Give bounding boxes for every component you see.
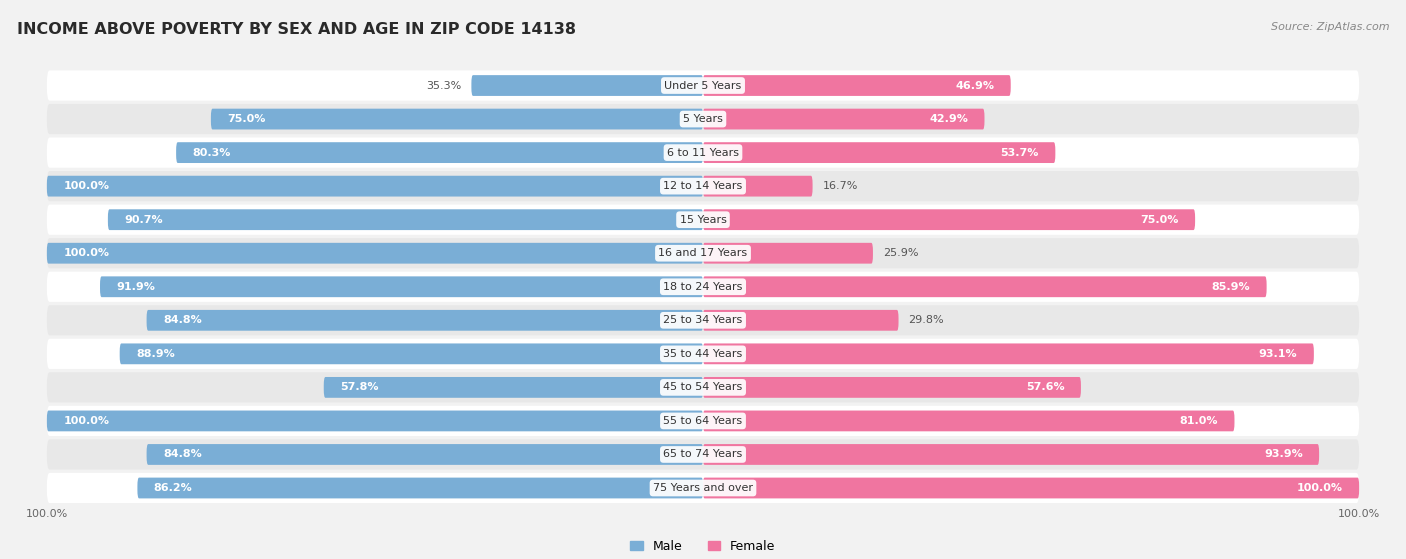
Text: 18 to 24 Years: 18 to 24 Years	[664, 282, 742, 292]
Text: 57.6%: 57.6%	[1026, 382, 1064, 392]
Text: 12 to 14 Years: 12 to 14 Years	[664, 181, 742, 191]
Text: 93.1%: 93.1%	[1258, 349, 1298, 359]
FancyBboxPatch shape	[46, 305, 1360, 335]
Text: 55 to 64 Years: 55 to 64 Years	[664, 416, 742, 426]
FancyBboxPatch shape	[211, 108, 703, 130]
FancyBboxPatch shape	[46, 439, 1360, 470]
Text: Under 5 Years: Under 5 Years	[665, 80, 741, 91]
FancyBboxPatch shape	[471, 75, 703, 96]
FancyBboxPatch shape	[703, 176, 813, 197]
Text: 29.8%: 29.8%	[908, 315, 943, 325]
FancyBboxPatch shape	[46, 406, 1360, 436]
Text: 90.7%: 90.7%	[124, 215, 163, 225]
FancyBboxPatch shape	[703, 343, 1313, 364]
Text: INCOME ABOVE POVERTY BY SEX AND AGE IN ZIP CODE 14138: INCOME ABOVE POVERTY BY SEX AND AGE IN Z…	[17, 22, 576, 37]
FancyBboxPatch shape	[46, 138, 1360, 168]
FancyBboxPatch shape	[703, 75, 1011, 96]
FancyBboxPatch shape	[46, 176, 703, 197]
Text: 25 to 34 Years: 25 to 34 Years	[664, 315, 742, 325]
FancyBboxPatch shape	[703, 209, 1195, 230]
FancyBboxPatch shape	[108, 209, 703, 230]
Text: 100.0%: 100.0%	[63, 181, 110, 191]
Text: 57.8%: 57.8%	[340, 382, 378, 392]
FancyBboxPatch shape	[138, 477, 703, 499]
Text: 15 Years: 15 Years	[679, 215, 727, 225]
Text: 75.0%: 75.0%	[1140, 215, 1178, 225]
FancyBboxPatch shape	[703, 410, 1234, 432]
Text: 100.0%: 100.0%	[63, 248, 110, 258]
FancyBboxPatch shape	[46, 243, 703, 264]
Text: 53.7%: 53.7%	[1001, 148, 1039, 158]
Text: 85.9%: 85.9%	[1212, 282, 1250, 292]
Text: 35 to 44 Years: 35 to 44 Years	[664, 349, 742, 359]
Text: 65 to 74 Years: 65 to 74 Years	[664, 449, 742, 459]
FancyBboxPatch shape	[46, 205, 1360, 235]
FancyBboxPatch shape	[46, 473, 1360, 503]
FancyBboxPatch shape	[46, 339, 1360, 369]
Text: 91.9%: 91.9%	[117, 282, 155, 292]
FancyBboxPatch shape	[46, 372, 1360, 402]
FancyBboxPatch shape	[703, 142, 1056, 163]
FancyBboxPatch shape	[703, 243, 873, 264]
FancyBboxPatch shape	[46, 272, 1360, 302]
Text: 75.0%: 75.0%	[228, 114, 266, 124]
Text: 75 Years and over: 75 Years and over	[652, 483, 754, 493]
Legend: Male, Female: Male, Female	[626, 535, 780, 558]
Text: 84.8%: 84.8%	[163, 449, 201, 459]
Text: 93.9%: 93.9%	[1264, 449, 1303, 459]
FancyBboxPatch shape	[120, 343, 703, 364]
FancyBboxPatch shape	[703, 477, 1360, 499]
FancyBboxPatch shape	[176, 142, 703, 163]
Text: 6 to 11 Years: 6 to 11 Years	[666, 148, 740, 158]
FancyBboxPatch shape	[46, 70, 1360, 101]
FancyBboxPatch shape	[146, 310, 703, 331]
Text: 5 Years: 5 Years	[683, 114, 723, 124]
FancyBboxPatch shape	[323, 377, 703, 398]
Text: 25.9%: 25.9%	[883, 248, 918, 258]
FancyBboxPatch shape	[46, 171, 1360, 201]
Text: 84.8%: 84.8%	[163, 315, 201, 325]
Text: 80.3%: 80.3%	[193, 148, 231, 158]
Text: 16.7%: 16.7%	[823, 181, 858, 191]
Text: 81.0%: 81.0%	[1180, 416, 1218, 426]
FancyBboxPatch shape	[703, 276, 1267, 297]
FancyBboxPatch shape	[46, 410, 703, 432]
FancyBboxPatch shape	[100, 276, 703, 297]
FancyBboxPatch shape	[703, 377, 1081, 398]
FancyBboxPatch shape	[703, 108, 984, 130]
Text: 46.9%: 46.9%	[955, 80, 994, 91]
Text: 100.0%: 100.0%	[63, 416, 110, 426]
Text: 86.2%: 86.2%	[153, 483, 193, 493]
FancyBboxPatch shape	[703, 444, 1319, 465]
FancyBboxPatch shape	[46, 104, 1360, 134]
Text: 16 and 17 Years: 16 and 17 Years	[658, 248, 748, 258]
Text: 88.9%: 88.9%	[136, 349, 174, 359]
Text: 45 to 54 Years: 45 to 54 Years	[664, 382, 742, 392]
FancyBboxPatch shape	[46, 238, 1360, 268]
Text: 100.0%: 100.0%	[1296, 483, 1343, 493]
Text: 35.3%: 35.3%	[426, 80, 461, 91]
FancyBboxPatch shape	[146, 444, 703, 465]
Text: 42.9%: 42.9%	[929, 114, 969, 124]
Text: Source: ZipAtlas.com: Source: ZipAtlas.com	[1271, 22, 1389, 32]
FancyBboxPatch shape	[703, 310, 898, 331]
